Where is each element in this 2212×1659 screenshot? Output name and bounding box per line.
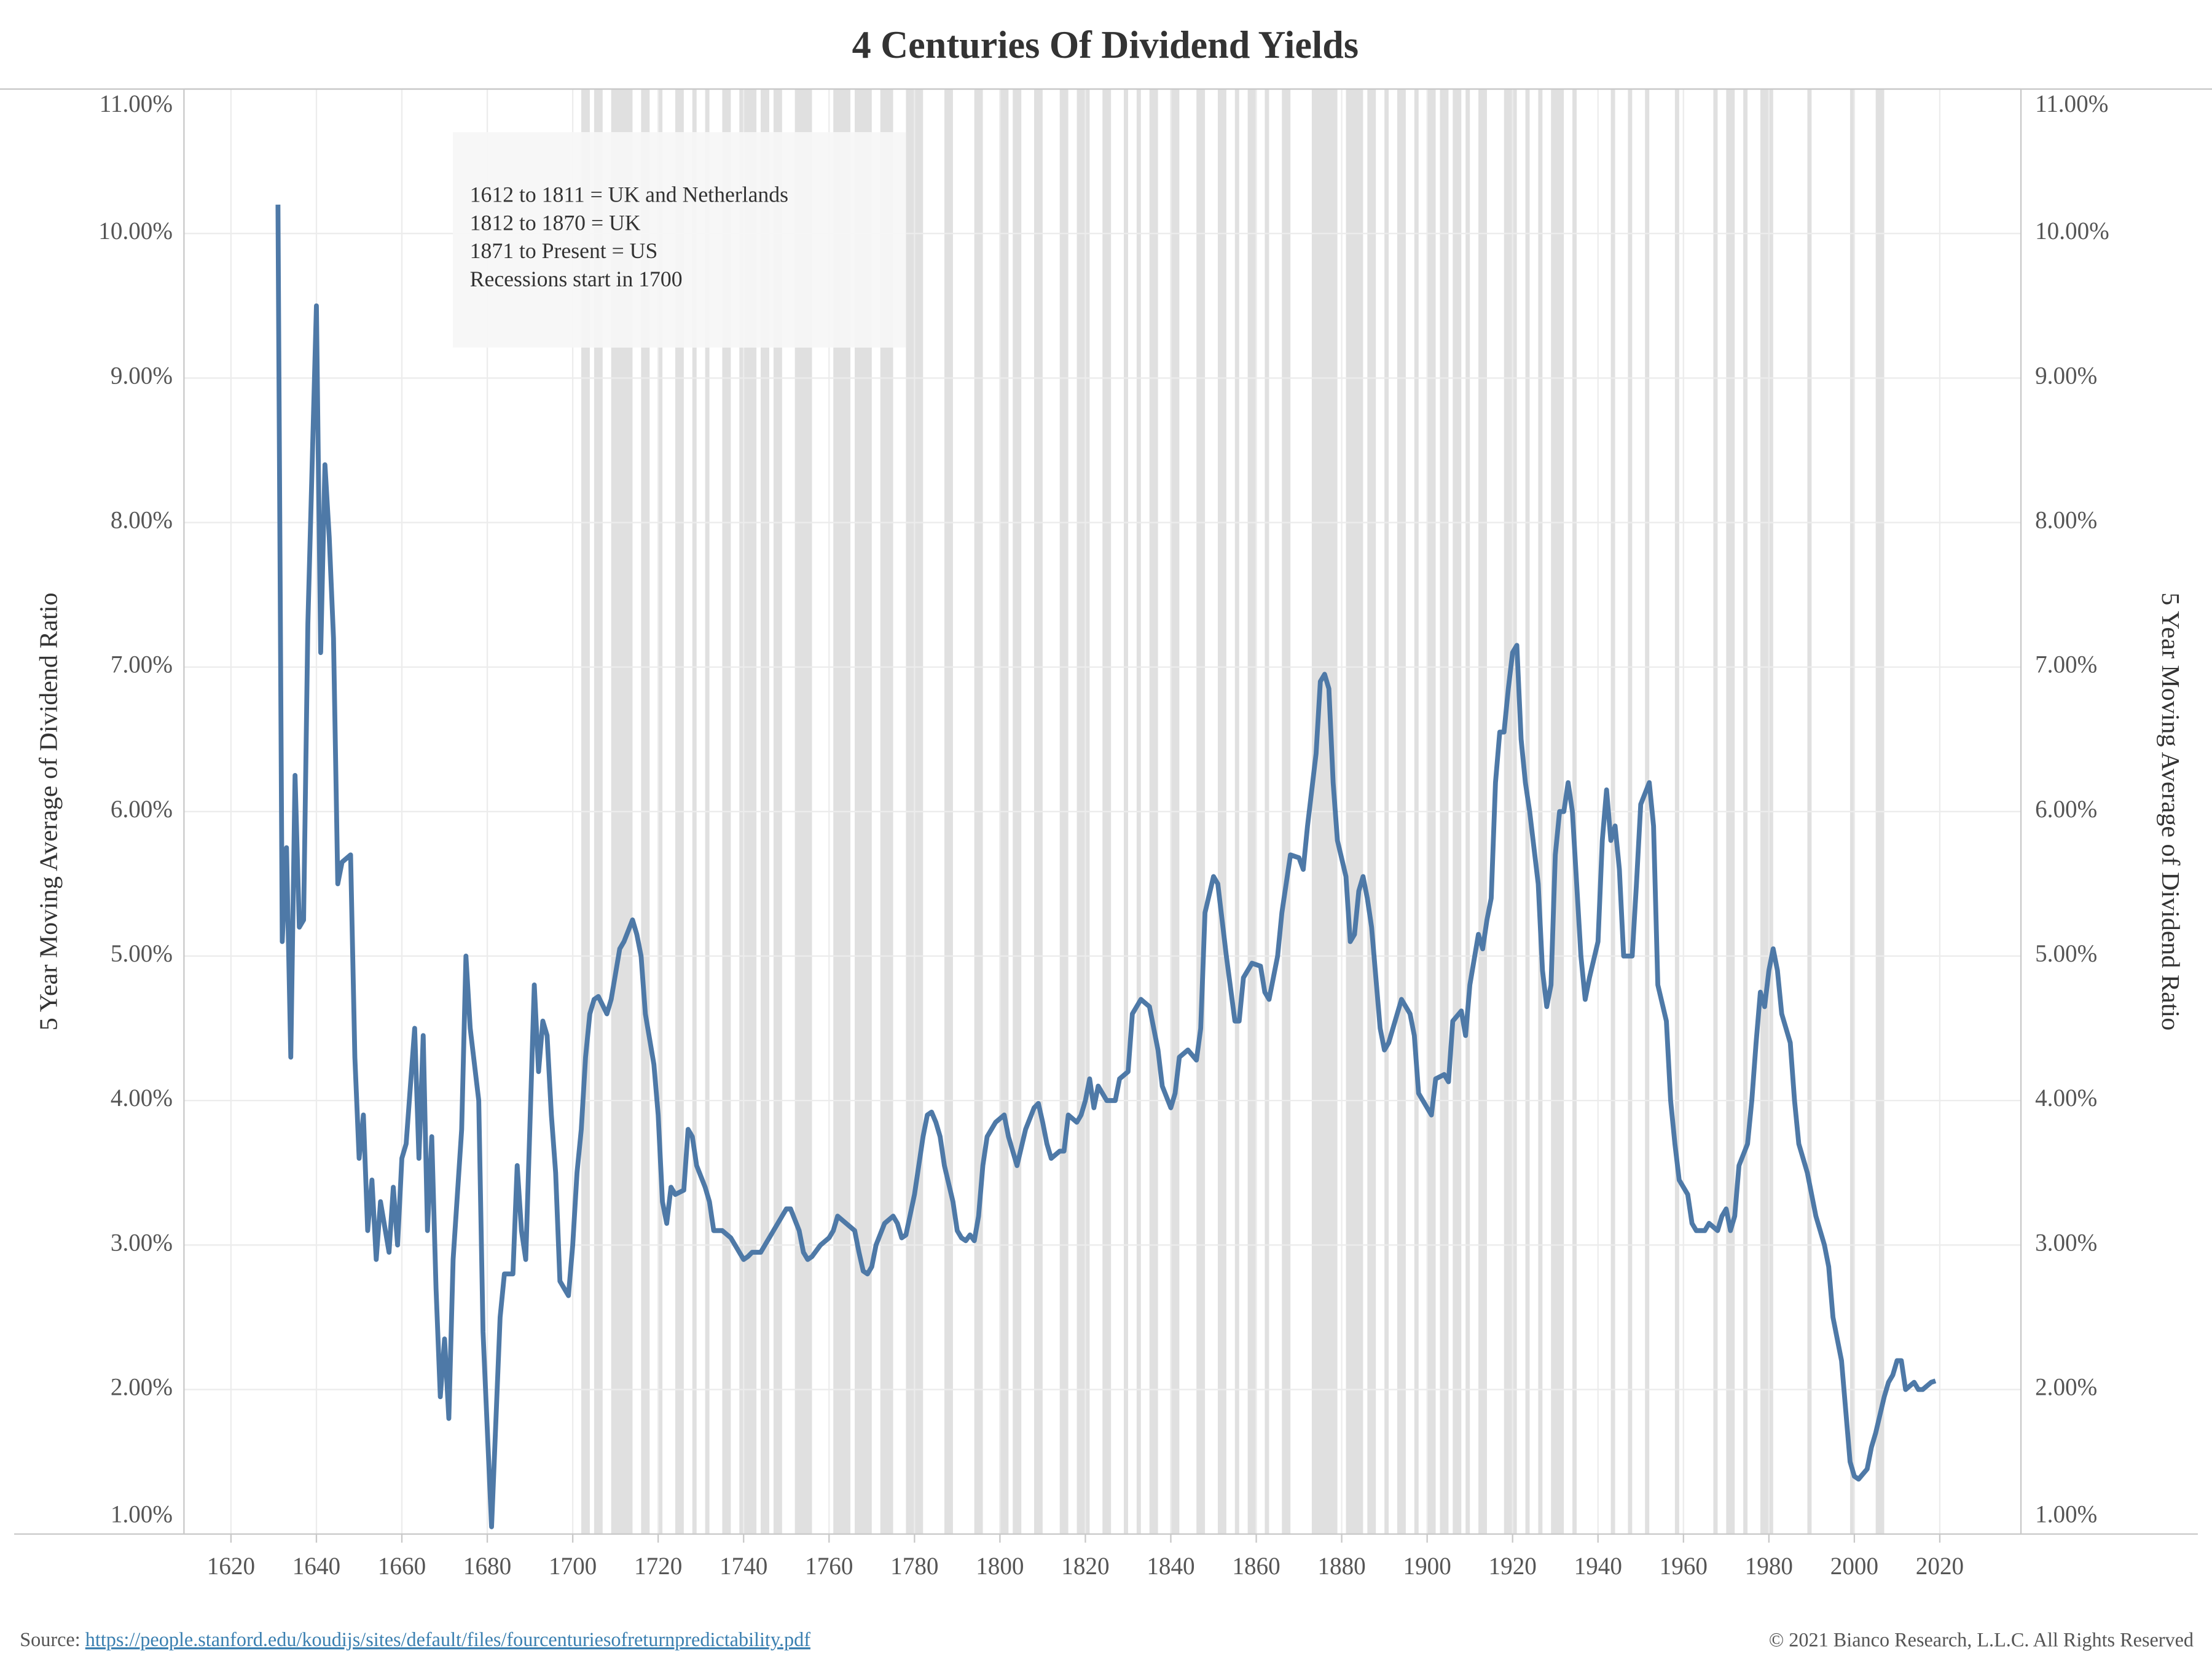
x-tick-label: 1640 <box>292 1553 340 1580</box>
y2-tick-label: 11.00% <box>2035 90 2108 117</box>
annotation-line: 1612 to 1811 = UK and Netherlands <box>470 182 788 206</box>
y2-tick-label: 4.00% <box>2035 1084 2097 1112</box>
y-tick-label: 11.00% <box>100 90 173 117</box>
x-tick-label: 1940 <box>1574 1553 1622 1580</box>
x-tick-label: 1880 <box>1317 1553 1365 1580</box>
chart-title: 4 Centuries Of Dividend Yields <box>852 23 1359 67</box>
x-tick-label: 1860 <box>1232 1553 1280 1580</box>
y-tick-label: 9.00% <box>111 362 173 389</box>
x-tick-label: 1740 <box>720 1553 767 1580</box>
x-tick-label: 2000 <box>1830 1553 1878 1580</box>
footer-source: Source: https://people.stanford.edu/koud… <box>20 1629 810 1651</box>
y2-tick-label: 7.00% <box>2035 651 2097 678</box>
y2-axis-title: 5 Year Moving Average of Dividend Ratio <box>2156 592 2184 1030</box>
y-tick-label: 1.00% <box>111 1500 173 1528</box>
source-label: Source: <box>20 1629 80 1651</box>
x-tick-label: 1620 <box>207 1553 255 1580</box>
y-tick-label: 4.00% <box>111 1084 173 1112</box>
copyright: © 2021 Bianco Research, L.L.C. All Right… <box>1769 1629 2194 1651</box>
x-tick-label: 1720 <box>634 1553 682 1580</box>
x-tick-label: 1960 <box>1660 1553 1708 1580</box>
plot-area: 1.00% 1.00% 2.00% 2.00% 3.00% 3.00% 4.00% 4.00%… <box>0 88 2212 1580</box>
y2-tick-label: 10.00% <box>2035 218 2109 245</box>
y2-tick-label: 2.00% <box>2035 1373 2097 1400</box>
y2-tick-label: 6.00% <box>2035 796 2097 823</box>
x-tick-label: 2020 <box>1916 1553 1964 1580</box>
annotation-line: 1871 to Present = US <box>470 238 658 263</box>
x-tick-label: 1820 <box>1061 1553 1109 1580</box>
y-axis-title: 5 Year Moving Average of Dividend Ratio <box>35 592 63 1030</box>
x-tick-label: 1660 <box>378 1553 426 1580</box>
y-tick-label: 5.00% <box>111 940 173 967</box>
source-link[interactable]: https://people.stanford.edu/koudijs/site… <box>85 1629 810 1651</box>
x-tick-label: 1920 <box>1489 1553 1537 1580</box>
y2-tick-label: 3.00% <box>2035 1229 2097 1256</box>
x-tick-label: 1760 <box>805 1553 853 1580</box>
y-tick-label: 7.00% <box>111 651 173 678</box>
y-tick-label: 8.00% <box>111 506 173 533</box>
y2-tick-label: 5.00% <box>2035 940 2097 967</box>
x-tick-label: 1800 <box>976 1553 1024 1580</box>
annotation: 1612 to 1811 = UK and Netherlands 1812 to… <box>470 182 788 291</box>
x-tick-label: 1680 <box>463 1553 511 1580</box>
annotation-box <box>453 132 906 348</box>
x-tick-label: 1780 <box>890 1553 938 1580</box>
x-tick-label: 1840 <box>1147 1553 1194 1580</box>
y2-tick-label: 9.00% <box>2035 362 2097 389</box>
x-tick-label: 1700 <box>549 1553 597 1580</box>
y-tick-label: 6.00% <box>111 796 173 823</box>
y2-tick-label: 8.00% <box>2035 506 2097 533</box>
annotation-line: Recessions start in 1700 <box>470 267 683 291</box>
y-tick-label: 10.00% <box>98 218 173 245</box>
x-tick-label: 1980 <box>1745 1553 1793 1580</box>
y-tick-label: 2.00% <box>111 1373 173 1400</box>
y2-tick-label: 1.00% <box>2035 1500 2097 1528</box>
annotation-line: 1812 to 1870 = UK <box>470 210 641 235</box>
x-tick-label: 1900 <box>1403 1553 1451 1580</box>
data-line <box>275 205 1937 1529</box>
y-tick-label: 3.00% <box>111 1229 173 1256</box>
